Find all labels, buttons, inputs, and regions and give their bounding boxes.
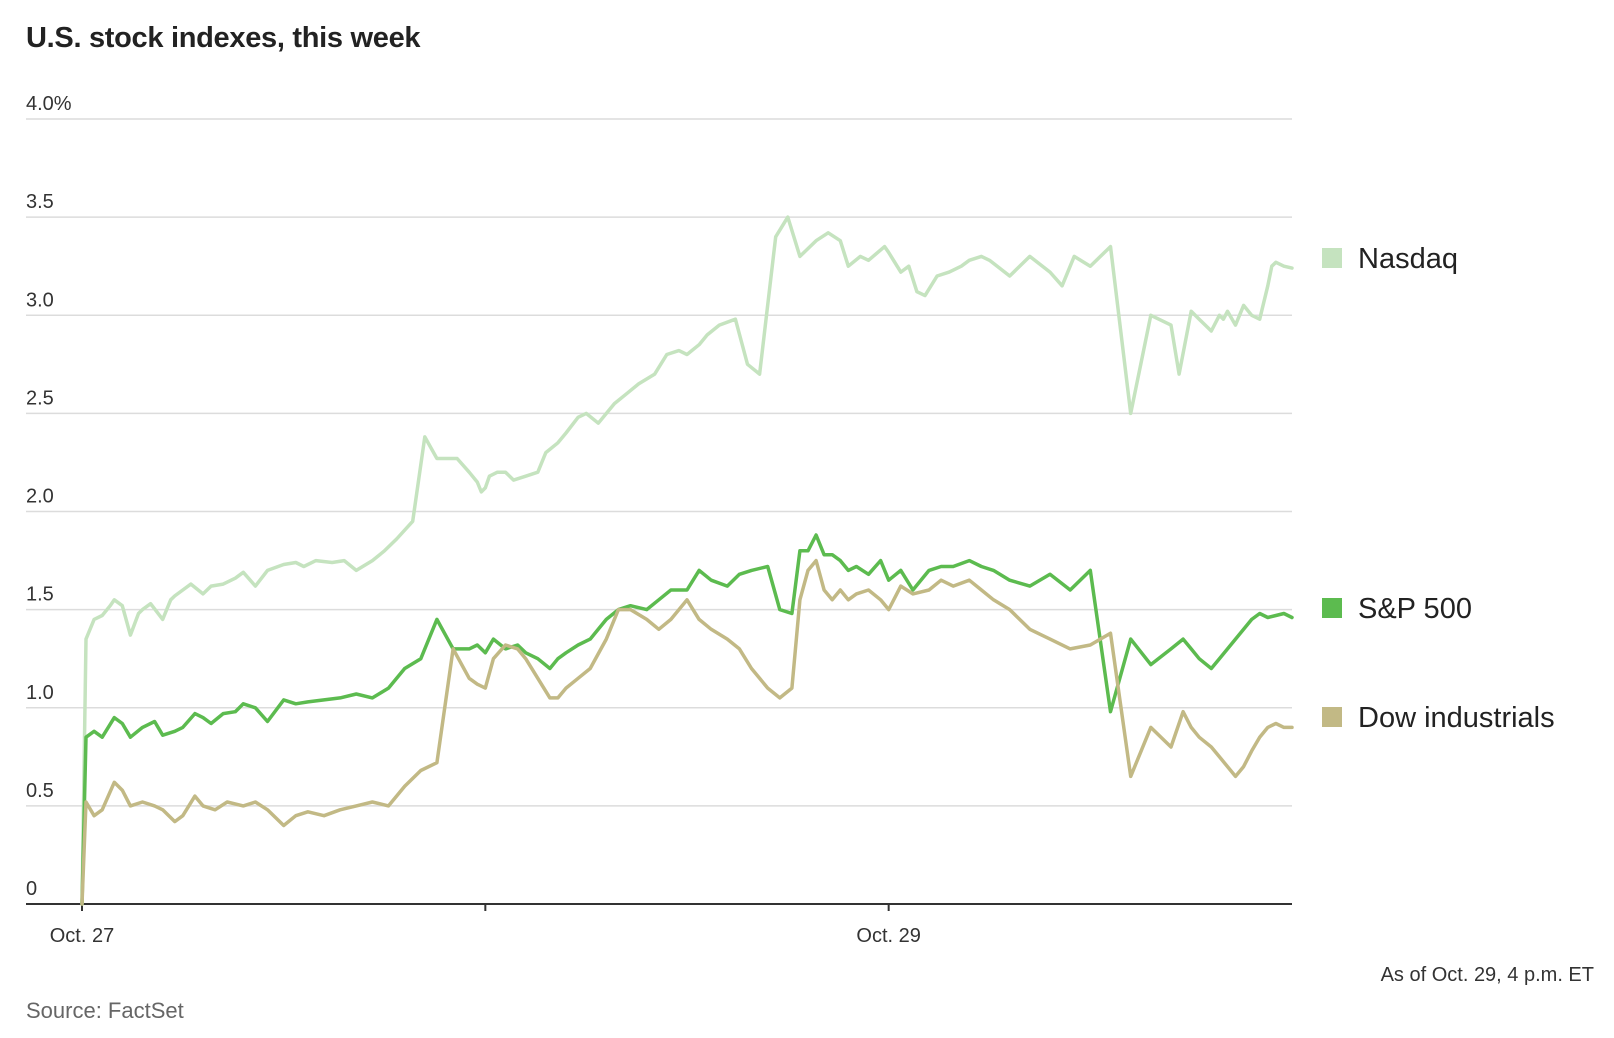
- series-lines: [80, 215, 1294, 906]
- legend-swatch: [1322, 248, 1342, 268]
- y-tick-label: 3.0: [26, 289, 54, 311]
- legend-swatch: [1322, 598, 1342, 618]
- y-tick-label: 3.5: [26, 191, 54, 213]
- series-line: [80, 215, 1294, 906]
- source-note: Source: FactSet: [26, 998, 184, 1023]
- legend: Nasdaq S&P 500 Dow industrials: [1322, 243, 1555, 734]
- series-line: [80, 558, 1294, 906]
- series-line: [80, 533, 1294, 906]
- y-tick-label: 2.0: [26, 486, 54, 508]
- legend-label: Dow industrials: [1358, 702, 1555, 734]
- legend-label: Nasdaq: [1358, 243, 1458, 275]
- y-tick-label: 4.0%: [26, 93, 72, 115]
- timestamp-note: As of Oct. 29, 4 p.m. ET: [1380, 964, 1594, 986]
- y-tick-label: 0.5: [26, 780, 54, 802]
- legend-swatch: [1322, 707, 1342, 727]
- gridlines: [26, 118, 1292, 807]
- x-tick-label: Oct. 27: [50, 925, 114, 947]
- x-tick-label: Oct. 29: [856, 925, 920, 947]
- y-tick-label: 0: [26, 878, 37, 900]
- y-axis-tick-labels: 0 0.5 1.0 1.5 2.0 2.5 3.0 3.5 4.0%: [26, 93, 72, 900]
- chart-title: U.S. stock indexes, this week: [26, 22, 421, 54]
- line-chart: 00.51.01.52.02.53.03.54.0% Oct. 27 Oct. 2…: [26, 93, 1555, 947]
- y-tick-label: 1.5: [26, 584, 54, 606]
- y-tick-label: 1.0: [26, 682, 54, 704]
- legend-label: S&P 500: [1358, 593, 1472, 625]
- x-axis: Oct. 27 Oct. 29: [26, 903, 1292, 947]
- y-tick-label: 2.5: [26, 387, 54, 409]
